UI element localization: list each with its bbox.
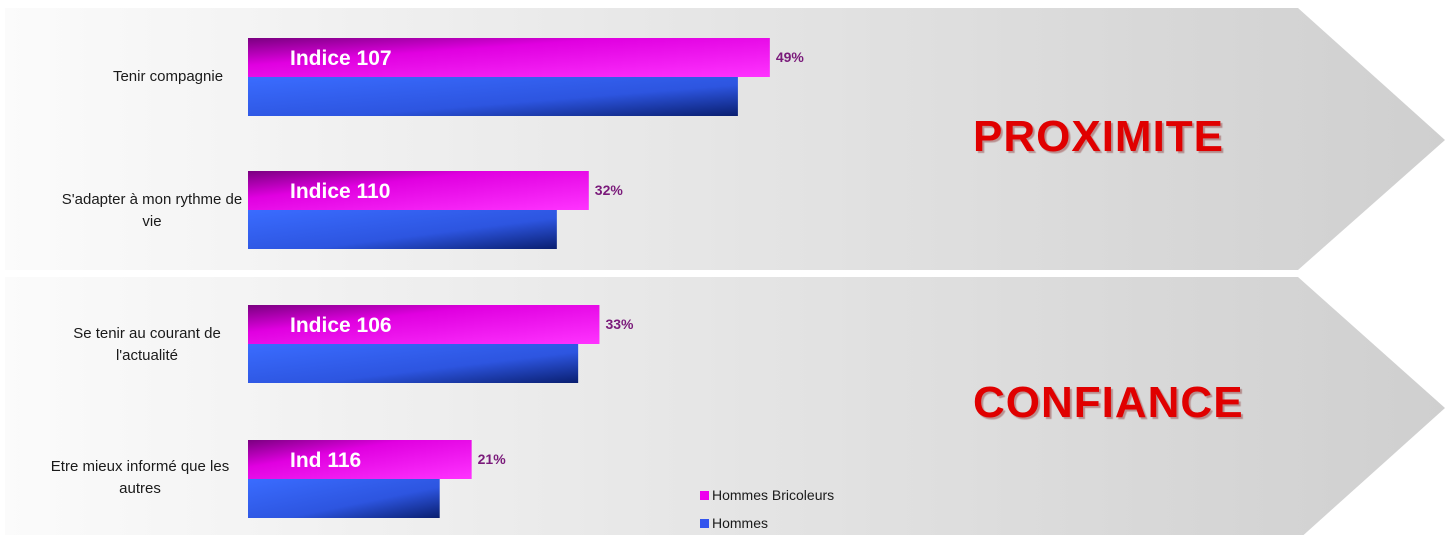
index-label-1: Indice 107 <box>290 47 392 70</box>
category-label-2: S'adapter à mon rythme de vie <box>61 191 243 230</box>
bar-hommes-bricoleurs-2 <box>248 171 589 210</box>
legend-swatch-magenta <box>700 490 709 500</box>
legend-swatch-blue <box>700 518 709 528</box>
group-label-confiance: CONFIANCE <box>973 378 1244 427</box>
bar-hommes-4 <box>248 479 440 518</box>
index-label-3: Indice 106 <box>290 314 392 337</box>
legend-label-hommes: Hommes <box>712 515 769 531</box>
bar-hommes-1 <box>248 77 738 116</box>
value-label-1: 49% <box>776 49 805 65</box>
value-label-2: 32% <box>595 182 624 198</box>
category-label-4: Etre mieux informé que les autres <box>50 458 230 497</box>
bar-hommes-bricoleurs-1 <box>248 38 770 77</box>
category-label-3: Se tenir au courant de l'actualité <box>73 325 221 364</box>
value-label-3: 33% <box>605 316 634 332</box>
value-label-4: 21% <box>478 451 507 467</box>
category-label-1: Tenir compagnie <box>112 68 224 85</box>
index-label-4: Ind 116 <box>290 449 361 472</box>
bar-hommes-bricoleurs-3 <box>248 305 600 344</box>
bar-hommes-bricoleurs-4 <box>248 440 472 479</box>
bar-hommes-3 <box>248 344 579 383</box>
legend-label-hommes-bricoleurs: Hommes Bricoleurs <box>712 487 835 503</box>
index-label-2: Indice 110 <box>290 180 390 203</box>
legend-item-hommes: Hommes <box>700 515 768 531</box>
group-label-proximite: PROXIMITE <box>973 112 1225 161</box>
bar-hommes-2 <box>248 210 557 249</box>
legend-item-hommes-bricoleurs: Hommes Bricoleurs <box>700 487 834 503</box>
